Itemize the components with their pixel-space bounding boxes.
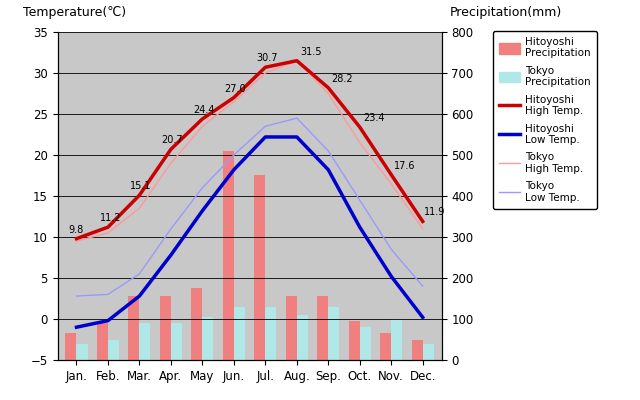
Bar bbox=[360, 327, 371, 360]
Text: Temperature(℃): Temperature(℃) bbox=[23, 6, 126, 19]
Bar bbox=[160, 296, 171, 360]
Text: 24.4: 24.4 bbox=[193, 105, 214, 115]
Bar bbox=[328, 307, 339, 360]
Bar bbox=[129, 296, 140, 360]
Bar bbox=[286, 296, 297, 360]
Bar bbox=[171, 323, 182, 360]
Bar bbox=[140, 323, 150, 360]
Text: 27.0: 27.0 bbox=[225, 84, 246, 94]
Bar bbox=[234, 307, 245, 360]
Bar bbox=[380, 333, 391, 360]
Text: 11.9: 11.9 bbox=[424, 207, 445, 217]
Text: 28.2: 28.2 bbox=[332, 74, 353, 84]
Bar bbox=[297, 315, 308, 360]
Bar bbox=[202, 317, 213, 360]
Text: 17.6: 17.6 bbox=[394, 160, 416, 170]
Bar bbox=[266, 307, 276, 360]
Legend: Hitoyoshi
Precipitation, Tokyo
Precipitation, Hitoyoshi
High Temp., Hitoyoshi
Lo: Hitoyoshi Precipitation, Tokyo Precipita… bbox=[493, 31, 597, 209]
Bar bbox=[422, 344, 434, 360]
Bar bbox=[317, 296, 328, 360]
Text: 9.8: 9.8 bbox=[68, 224, 84, 234]
Bar bbox=[191, 288, 202, 360]
Text: 20.7: 20.7 bbox=[161, 135, 183, 145]
Bar bbox=[412, 340, 422, 360]
Text: 15.1: 15.1 bbox=[130, 181, 152, 191]
Bar bbox=[223, 151, 234, 360]
Bar bbox=[97, 323, 108, 360]
Text: Precipitation(mm): Precipitation(mm) bbox=[449, 6, 561, 19]
Bar bbox=[65, 333, 77, 360]
Bar bbox=[391, 319, 403, 360]
Bar bbox=[254, 176, 266, 360]
Text: 23.4: 23.4 bbox=[363, 113, 385, 123]
Bar bbox=[108, 340, 119, 360]
Text: 31.5: 31.5 bbox=[300, 46, 321, 56]
Text: 11.2: 11.2 bbox=[100, 213, 122, 223]
Bar bbox=[77, 344, 88, 360]
Text: 30.7: 30.7 bbox=[256, 53, 277, 63]
Bar bbox=[349, 321, 360, 360]
